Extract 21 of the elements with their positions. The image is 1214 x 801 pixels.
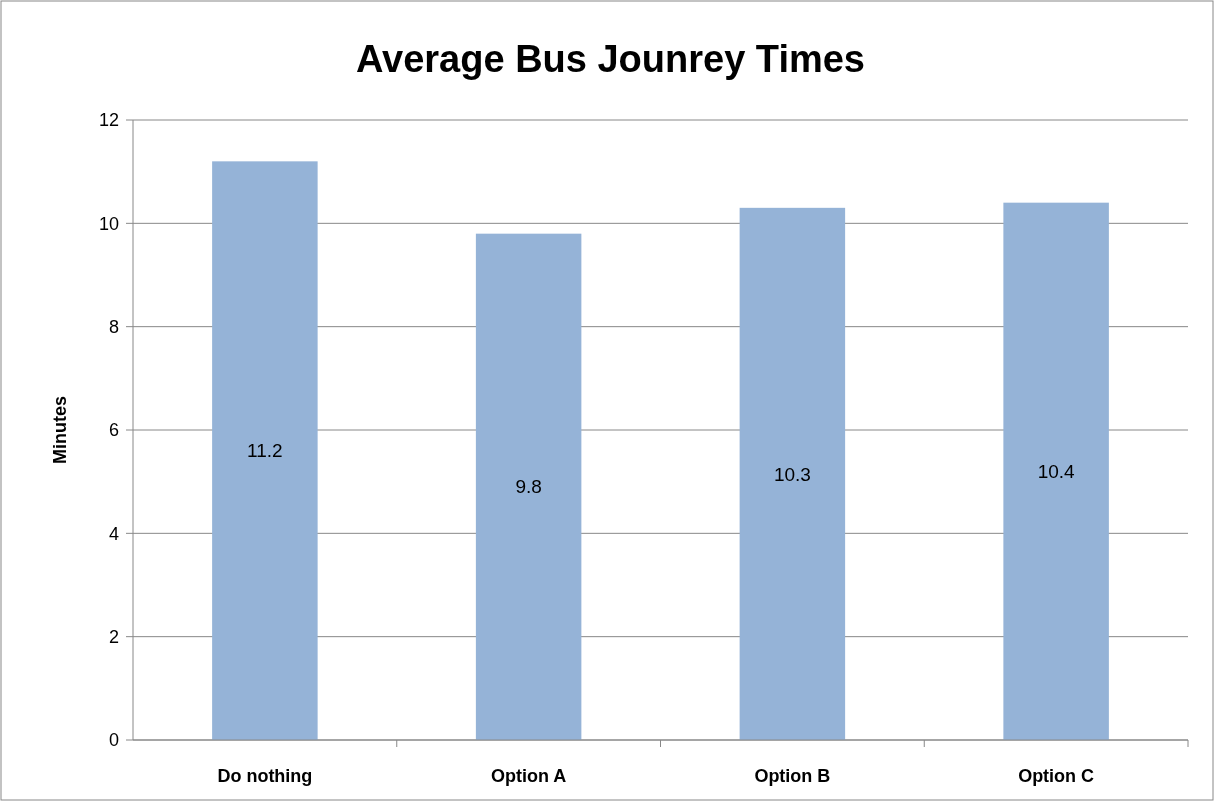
- bar: [739, 207, 846, 740]
- y-tick-label: 0: [108, 730, 119, 751]
- y-tick-label: 12: [98, 110, 119, 131]
- bar: [212, 161, 318, 740]
- bar: [1003, 202, 1109, 740]
- y-tick-label: 8: [108, 316, 119, 337]
- x-tick-label: Do nothing: [217, 766, 313, 786]
- chart-title: Average Bus Jounrey Times: [356, 38, 865, 80]
- data-label: 10.4: [1037, 460, 1076, 482]
- x-tick-label: Option B: [754, 766, 831, 786]
- data-label: 10.3: [773, 463, 811, 485]
- y-tick-label: 4: [108, 523, 119, 544]
- y-tick-label: 10: [98, 213, 119, 234]
- y-axis-title: Minutes: [50, 395, 70, 465]
- data-label: 11.2: [247, 440, 283, 462]
- y-tick-label: 6: [108, 420, 119, 441]
- y-tick-label: 2: [108, 626, 119, 647]
- data-label: 9.8: [515, 476, 542, 498]
- x-tick-label: Option C: [1018, 766, 1095, 786]
- x-tick-label: Option A: [490, 766, 567, 786]
- bar: [475, 233, 582, 740]
